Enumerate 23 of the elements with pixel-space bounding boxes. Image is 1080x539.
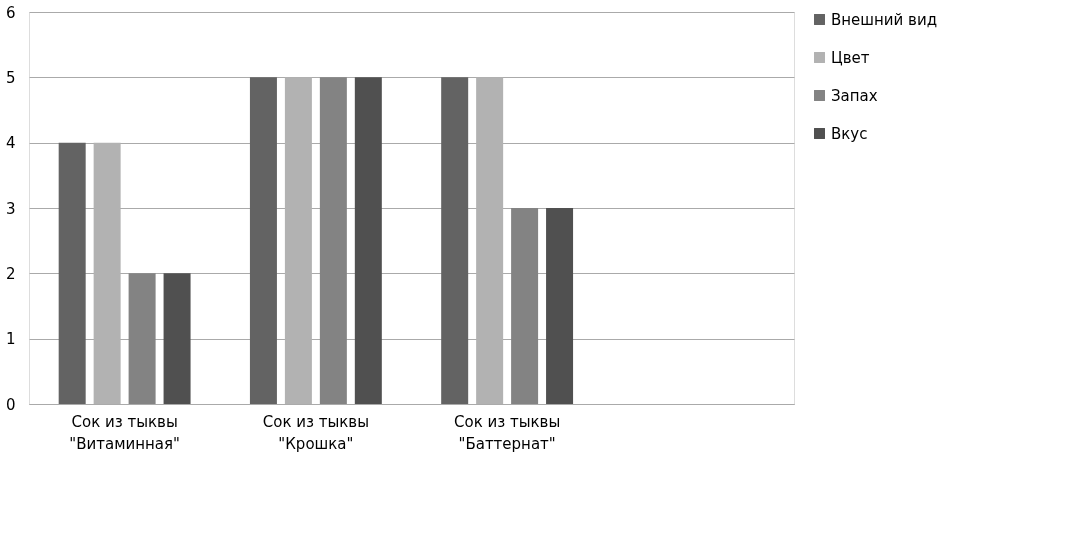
y-tick-label: 5 xyxy=(5,68,16,87)
y-tick-label: 6 xyxy=(5,3,16,22)
x-tick-label: Сок из тыквы "Витаминная" xyxy=(69,412,180,453)
x-tick-label: Сок из тыквы "Баттернат" xyxy=(453,412,561,453)
bar xyxy=(249,77,277,404)
bar xyxy=(319,77,347,404)
legend-label: Внешний вид xyxy=(831,10,938,29)
y-tick-label: 1 xyxy=(5,330,16,349)
bar xyxy=(128,273,156,404)
bar xyxy=(163,273,191,404)
bar xyxy=(58,142,86,404)
bar xyxy=(441,77,469,404)
y-tick-label: 4 xyxy=(5,134,16,153)
x-tick-label: Сок из тыквы "Крошка" xyxy=(262,412,370,453)
y-tick-label: 3 xyxy=(5,199,16,218)
legend-label: Цвет xyxy=(831,48,870,67)
bar xyxy=(354,77,382,404)
y-tick-label: 0 xyxy=(5,395,16,414)
y-tick-label: 2 xyxy=(5,264,16,283)
legend-label: Запах xyxy=(831,86,878,105)
bar xyxy=(511,208,539,404)
legend-label: Вкус xyxy=(831,124,868,143)
bar xyxy=(546,208,574,404)
